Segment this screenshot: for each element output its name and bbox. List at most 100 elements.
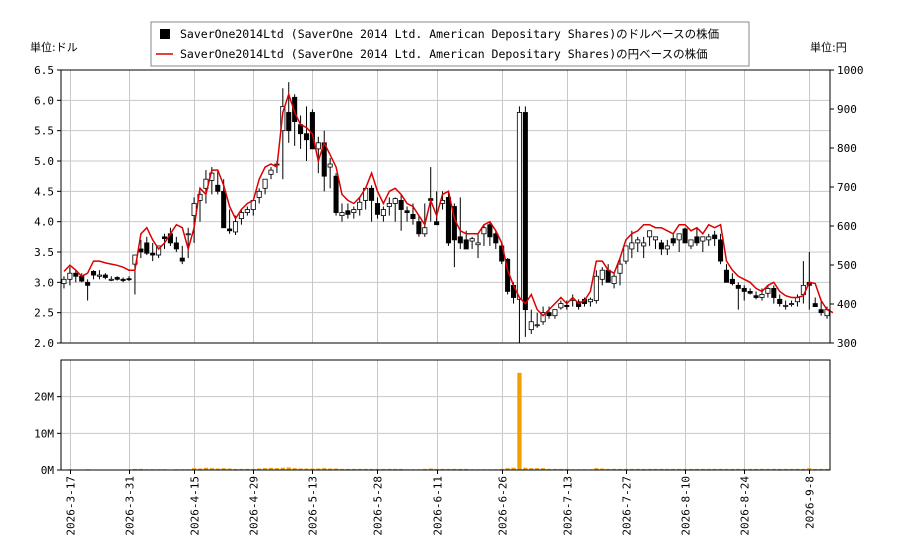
candle-body: [617, 263, 623, 274]
volume-bar: [251, 468, 256, 470]
volume-bar: [724, 468, 729, 470]
candle-body: [611, 275, 617, 284]
candle-body: [694, 236, 700, 244]
candle-body: [120, 278, 126, 281]
volume-bar: [606, 468, 611, 470]
candle-body: [664, 245, 670, 250]
volume-bar: [257, 468, 262, 470]
yen-price-line: [63, 91, 834, 317]
volume-bar: [783, 468, 788, 470]
candle-body: [552, 309, 558, 317]
candle-body: [558, 303, 564, 309]
volume-bar: [807, 468, 812, 470]
right-tick-label: 1000: [837, 64, 864, 77]
candle-body: [173, 242, 179, 250]
candle-body: [587, 298, 593, 303]
volume-bar: [712, 468, 717, 470]
candle-body: [138, 248, 144, 253]
volume-bar: [138, 468, 143, 470]
volume-bar: [369, 468, 374, 470]
volume-bar: [795, 468, 800, 470]
volume-bar: [262, 468, 268, 470]
volume-bar: [682, 468, 688, 470]
volume-bar: [801, 468, 806, 470]
candle-body: [723, 269, 730, 283]
candle-body: [67, 272, 73, 280]
candle-body: [227, 228, 233, 232]
candle-body: [380, 209, 386, 217]
candle-body: [635, 239, 641, 244]
x-tick-label: 2026-7-13: [562, 476, 575, 536]
candle-body: [114, 277, 120, 280]
left-tick-label: 6.5: [34, 64, 54, 77]
candle-body: [753, 295, 759, 298]
candle-body: [741, 287, 747, 292]
candle-body: [493, 233, 499, 244]
candle-body: [434, 221, 440, 226]
volume-bar: [363, 468, 368, 470]
left-tick-label: 4.5: [34, 185, 54, 198]
candle-body: [747, 291, 753, 294]
candle-body: [85, 281, 91, 286]
legend: SaverOne2014Ltd (SaverOne 2014 Ltd. Amer…: [150, 21, 750, 67]
volume-bar: [351, 468, 356, 470]
volume-bar: [322, 468, 327, 470]
volume-bar: [594, 468, 599, 470]
volume-tick-label: 0M: [41, 464, 55, 477]
volume-bar: [357, 468, 362, 470]
volume-bar: [197, 468, 203, 470]
left-tick-label: 4.0: [34, 216, 54, 229]
volume-bar: [446, 468, 451, 470]
candle-body: [469, 238, 475, 242]
volume-bar: [292, 468, 297, 470]
candle-body: [61, 278, 67, 284]
candle-body: [605, 269, 611, 283]
candle-body: [522, 112, 528, 311]
volume-bar: [440, 468, 445, 470]
candle-body: [179, 257, 185, 262]
volume-bar: [777, 468, 782, 470]
volume-bar: [221, 468, 226, 470]
volume-bar: [452, 468, 457, 470]
x-tick-label: 2026-9-8: [804, 476, 817, 529]
candle-body: [682, 228, 688, 244]
volume-bar: [789, 468, 794, 470]
x-tick-label: 2026-5-13: [307, 476, 320, 536]
right-tick-label: 700: [837, 181, 857, 194]
volume-bar: [505, 468, 510, 470]
volume-bar: [298, 468, 303, 470]
volume-bar: [215, 468, 220, 470]
volume-bar: [706, 468, 711, 470]
candle-body: [161, 236, 168, 240]
candle-body: [706, 236, 712, 241]
candle-body: [481, 227, 487, 235]
volume-bar: [422, 468, 427, 470]
left-tick-label: 3.5: [34, 246, 54, 259]
volume-bar: [499, 468, 504, 470]
right-tick-label: 300: [837, 337, 857, 350]
x-tick-label: 2026-8-24: [739, 476, 752, 536]
candle-body: [783, 304, 789, 307]
left-tick-label: 3.0: [34, 276, 54, 289]
x-tick-label: 2026-7-27: [621, 476, 634, 536]
x-tick-label: 2026-5-28: [372, 476, 385, 536]
volume-bar: [535, 468, 540, 470]
candle-body: [475, 242, 481, 246]
volume-plot-frame: [60, 359, 831, 471]
left-tick-label: 5.0: [34, 155, 54, 168]
volume-bar: [387, 468, 392, 470]
candle-body: [658, 242, 664, 250]
x-axis: 2026-3-17 2026-3-31 2026-4-15 2026-4-29 2026…: [65, 470, 817, 536]
candle-body: [670, 238, 676, 244]
volume-bar: [464, 468, 469, 470]
volume-bar: [564, 468, 569, 470]
volume-bar: [694, 468, 700, 470]
volume-bar: [677, 468, 682, 470]
volume-bar: [316, 468, 321, 470]
volume-bar: [688, 468, 694, 470]
volume-bar: [339, 468, 345, 470]
volume-bar: [635, 468, 640, 470]
left-axis: 2.0 2.5 3.0 3.5 4.0 4.5 5.0 5.5 6.0 6.5: [34, 64, 61, 350]
volume-bar: [600, 468, 605, 470]
